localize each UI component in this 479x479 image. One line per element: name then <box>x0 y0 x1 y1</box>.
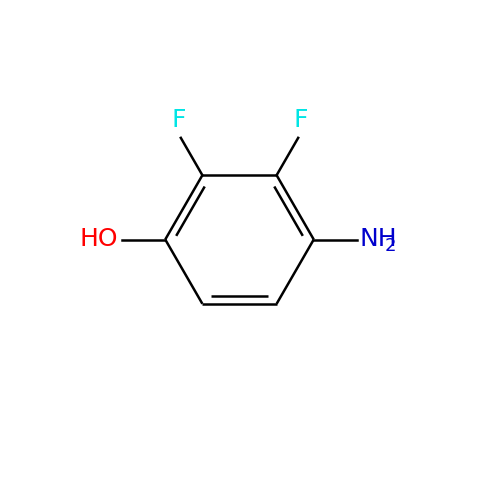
Text: F: F <box>293 108 308 132</box>
Text: HO: HO <box>80 228 118 251</box>
Text: NH: NH <box>359 228 397 251</box>
Text: 2: 2 <box>385 237 396 255</box>
Text: F: F <box>171 108 186 132</box>
